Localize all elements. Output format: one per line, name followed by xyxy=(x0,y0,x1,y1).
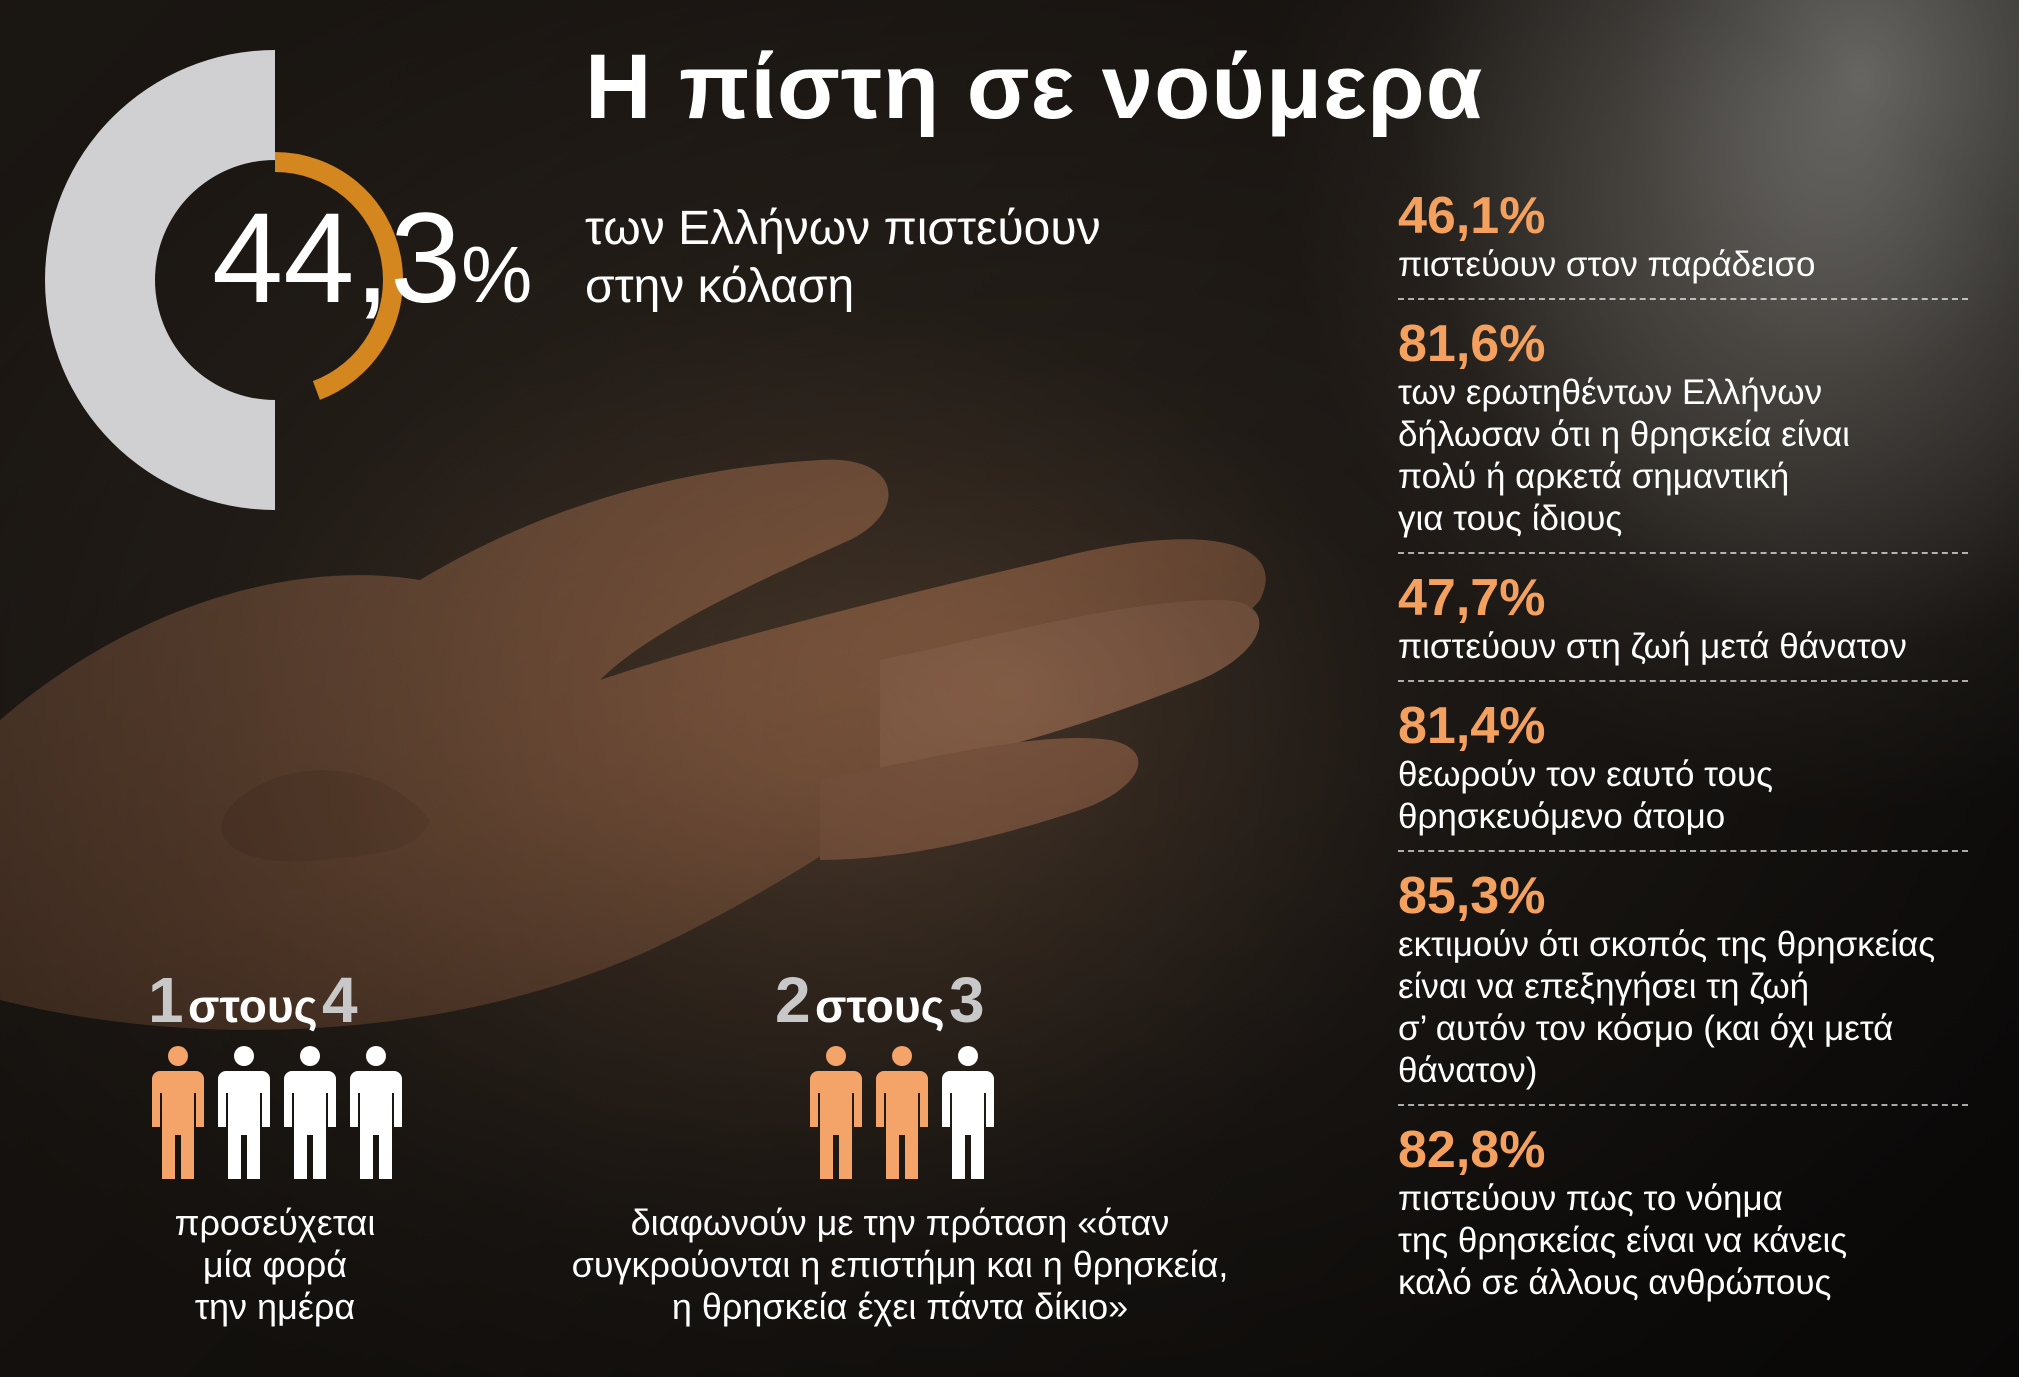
stat-line: της θρησκείας είναι να κάνεις xyxy=(1398,1221,1848,1260)
donut-gray-segment xyxy=(45,50,275,510)
ratio-2-caption: διαφωνούν με την πρόταση «όταν συγκρούον… xyxy=(520,1202,1280,1328)
stats-list: 46,1% πιστεύουν στον παράδεισο 81,6% των… xyxy=(1398,188,1968,1332)
ratio-2-numerator: 2 xyxy=(775,964,811,1036)
stat-line: πιστεύουν στη ζωή μετά θάνατον xyxy=(1398,627,1907,666)
stat-line: καλό σε άλλους ανθρώπους xyxy=(1398,1263,1832,1302)
person-icon xyxy=(152,1046,204,1179)
caption-line: συγκρούονται η επιστήμη και η θρησκεία, xyxy=(571,1244,1229,1285)
person-icon xyxy=(284,1046,336,1179)
stat-line: θεωρούν τον εαυτό τους xyxy=(1398,755,1773,794)
stat-value: 85,3% xyxy=(1398,867,1546,925)
stat-value: 81,6% xyxy=(1398,315,1546,373)
ratio-2-word: στους xyxy=(815,980,945,1032)
person-icon xyxy=(350,1046,402,1179)
stat-line: πολύ ή αρκετά σημαντική xyxy=(1398,457,1790,496)
caption-line: προσεύχεται xyxy=(174,1202,376,1243)
ratio-1-caption: προσεύχεται μία φορά την ημέρα xyxy=(120,1202,430,1328)
stat-item: 47,7% πιστεύουν στη ζωή μετά θάνατον xyxy=(1398,570,1968,682)
caption-line: διαφωνούν με την πρόταση «όταν xyxy=(630,1202,1170,1243)
headline-value: 44,3 xyxy=(212,187,462,330)
headline-percent-symbol: % xyxy=(461,230,533,319)
ratio-1-people-icons xyxy=(150,1045,404,1181)
stat-line: πιστεύουν στον παράδεισο xyxy=(1398,245,1816,284)
person-icon xyxy=(876,1046,928,1179)
stat-line: είναι να επεξηγήσει τη ζωή xyxy=(1398,967,1810,1006)
ratio-2-heading: 2 στους 3 xyxy=(775,968,985,1032)
stat-line: εκτιμούν ότι σκοπός της θρησκείας xyxy=(1398,925,1936,964)
ratio-1-numerator: 1 xyxy=(148,964,184,1036)
person-icon xyxy=(218,1046,270,1179)
stat-value: 81,4% xyxy=(1398,697,1546,755)
headline-text-line2: στην κόλαση xyxy=(585,260,855,313)
stat-value: 47,7% xyxy=(1398,569,1546,627)
headline-description: των Ελλήνων πιστεύουν στην κόλαση xyxy=(585,200,1145,316)
caption-line: η θρησκεία έχει πάντα δίκιο» xyxy=(671,1286,1129,1327)
ratio-2-denominator: 3 xyxy=(949,964,985,1036)
ratio-1-word: στους xyxy=(188,980,318,1032)
person-icon xyxy=(810,1046,862,1179)
stat-line: για τους ίδιους xyxy=(1398,499,1623,538)
ratio-1-heading: 1 στους 4 xyxy=(148,968,358,1032)
headline-percentage: 44,3% xyxy=(212,195,532,323)
stat-line: σ’ αυτόν τον κόσμο (και όχι μετά xyxy=(1398,1009,1894,1048)
caption-line: μία φορά xyxy=(202,1244,348,1285)
stat-item: 85,3% εκτιμούν ότι σκοπός της θρησκείας … xyxy=(1398,868,1968,1106)
ratio-2-people-icons xyxy=(808,1045,996,1181)
stat-item: 46,1% πιστεύουν στον παράδεισο xyxy=(1398,188,1968,300)
headline-text-line1: των Ελλήνων πιστεύουν xyxy=(585,202,1101,255)
stat-value: 82,8% xyxy=(1398,1121,1546,1179)
page-title: Η πίστη σε νούμερα xyxy=(585,36,1484,138)
stat-line: πιστεύουν πως το νόημα xyxy=(1398,1179,1783,1218)
caption-line: την ημέρα xyxy=(194,1286,356,1327)
stat-line: των ερωτηθέντων Ελλήνων xyxy=(1398,373,1823,412)
stat-value: 46,1% xyxy=(1398,187,1546,245)
hell-belief-donut xyxy=(45,50,403,510)
stat-line: δήλωσαν ότι η θρησκεία είναι xyxy=(1398,415,1850,454)
person-icon xyxy=(942,1046,994,1179)
stat-item: 81,6% των ερωτηθέντων Ελλήνων δήλωσαν ότ… xyxy=(1398,316,1968,554)
donut-orange-arc xyxy=(274,152,403,400)
stat-line: θάνατον) xyxy=(1398,1051,1538,1090)
ratio-1-denominator: 4 xyxy=(322,964,358,1036)
stat-line: θρησκευόμενο άτομο xyxy=(1398,797,1726,836)
stat-item: 82,8% πιστεύουν πως το νόημα της θρησκεί… xyxy=(1398,1122,1968,1316)
stat-item: 81,4% θεωρούν τον εαυτό τους θρησκευόμεν… xyxy=(1398,698,1968,852)
